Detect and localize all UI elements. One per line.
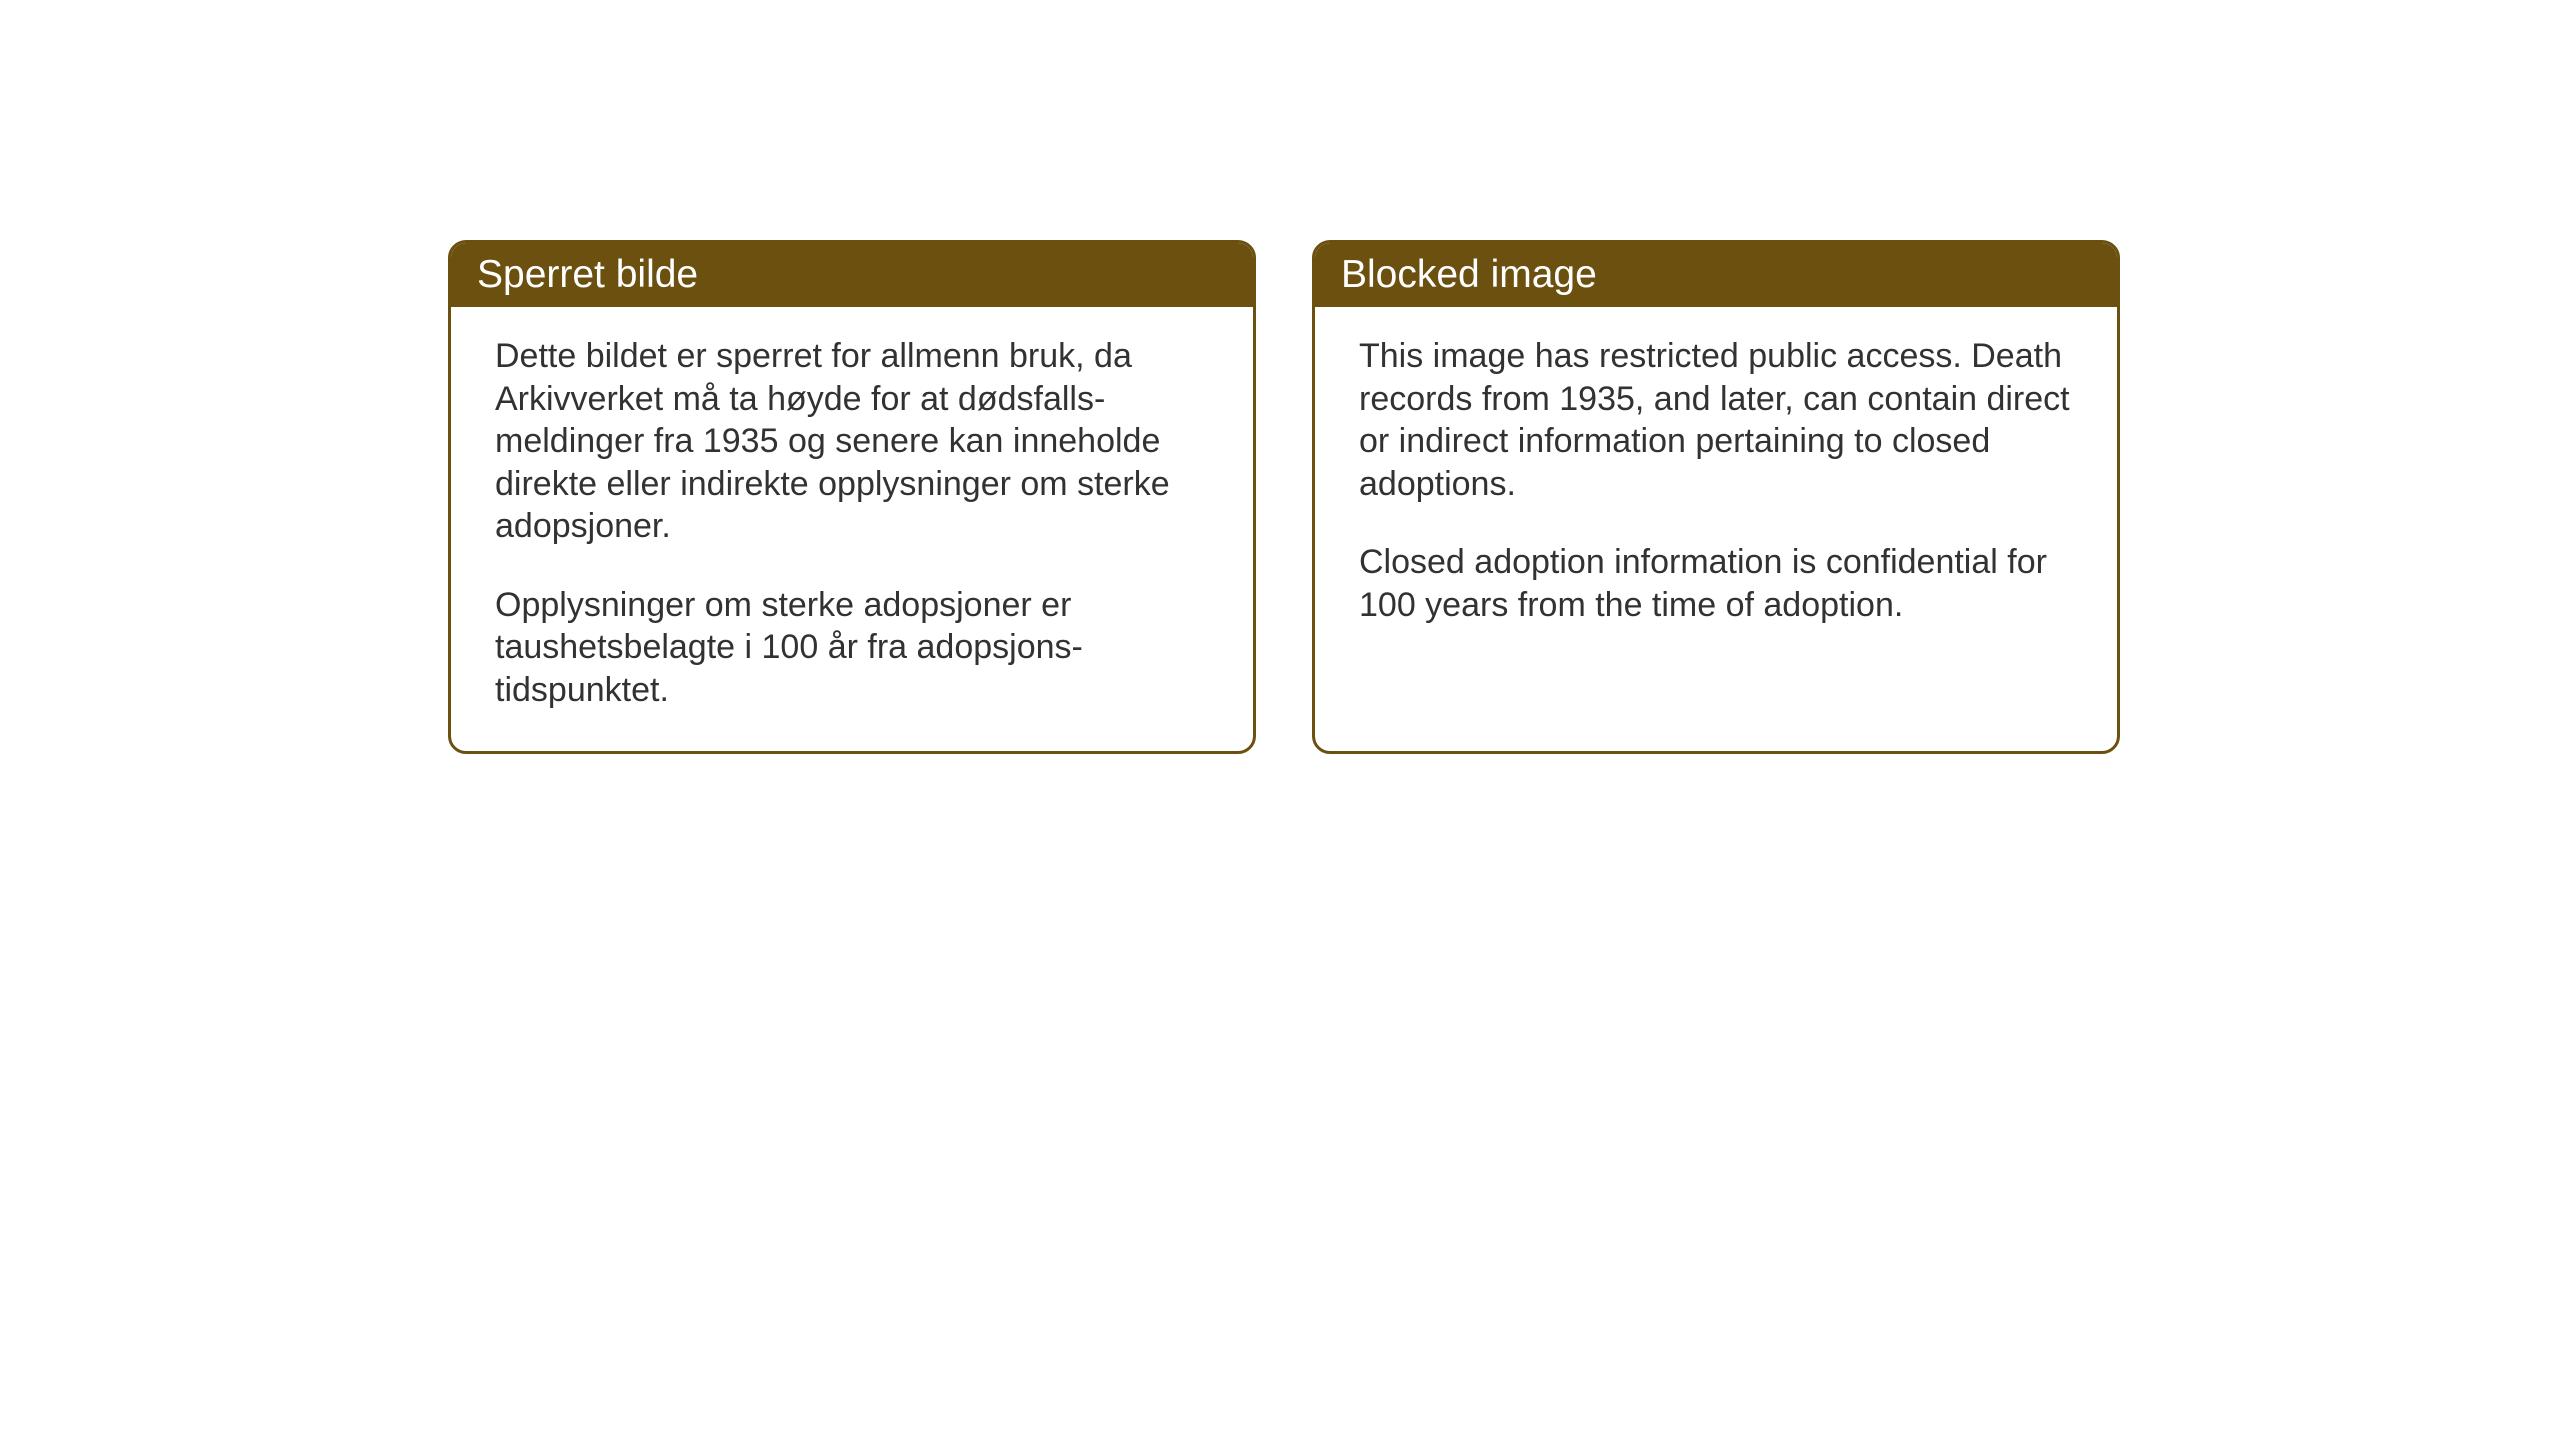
card-paragraph-1-english: This image has restricted public access.… [1359,335,2073,505]
card-body-english: This image has restricted public access.… [1315,307,2117,666]
card-body-norwegian: Dette bildet er sperret for allmenn bruk… [451,307,1253,751]
card-paragraph-2-norwegian: Opplysninger om sterke adopsjoner er tau… [495,584,1209,712]
card-paragraph-1-norwegian: Dette bildet er sperret for allmenn bruk… [495,335,1209,548]
card-header-english: Blocked image [1315,243,2117,307]
card-title-english: Blocked image [1341,253,1597,296]
notice-card-english: Blocked image This image has restricted … [1312,240,2120,754]
card-header-norwegian: Sperret bilde [451,243,1253,307]
card-paragraph-2-english: Closed adoption information is confident… [1359,541,2073,626]
card-title-norwegian: Sperret bilde [477,253,698,296]
notice-cards-container: Sperret bilde Dette bildet er sperret fo… [448,240,2120,754]
notice-card-norwegian: Sperret bilde Dette bildet er sperret fo… [448,240,1256,754]
